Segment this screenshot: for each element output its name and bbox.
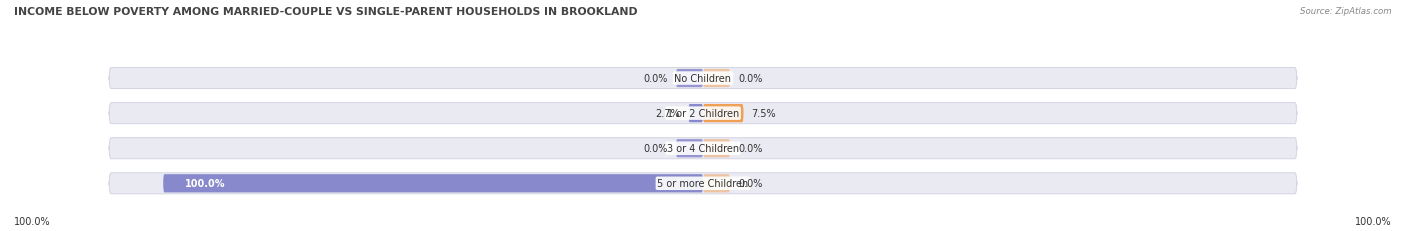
FancyBboxPatch shape — [703, 174, 730, 193]
Text: 0.0%: 0.0% — [738, 179, 762, 188]
FancyBboxPatch shape — [703, 70, 730, 88]
Text: 0.0%: 0.0% — [644, 74, 668, 84]
Text: 7.5%: 7.5% — [752, 109, 776, 119]
FancyBboxPatch shape — [110, 138, 1296, 159]
FancyBboxPatch shape — [110, 103, 1296, 124]
Text: 3 or 4 Children: 3 or 4 Children — [666, 144, 740, 154]
Text: 100.0%: 100.0% — [184, 179, 225, 188]
Text: 0.0%: 0.0% — [738, 144, 762, 154]
Text: 100.0%: 100.0% — [14, 216, 51, 226]
Text: INCOME BELOW POVERTY AMONG MARRIED-COUPLE VS SINGLE-PARENT HOUSEHOLDS IN BROOKLA: INCOME BELOW POVERTY AMONG MARRIED-COUPL… — [14, 7, 638, 17]
Text: No Children: No Children — [675, 74, 731, 84]
FancyBboxPatch shape — [110, 173, 1296, 194]
FancyBboxPatch shape — [703, 105, 744, 123]
Text: 0.0%: 0.0% — [644, 144, 668, 154]
FancyBboxPatch shape — [676, 140, 703, 158]
Text: 2.7%: 2.7% — [655, 109, 681, 119]
FancyBboxPatch shape — [163, 174, 703, 193]
Text: 5 or more Children: 5 or more Children — [658, 179, 748, 188]
Text: 1 or 2 Children: 1 or 2 Children — [666, 109, 740, 119]
FancyBboxPatch shape — [689, 105, 703, 123]
FancyBboxPatch shape — [110, 68, 1296, 89]
Text: 0.0%: 0.0% — [738, 74, 762, 84]
FancyBboxPatch shape — [676, 70, 703, 88]
Text: 100.0%: 100.0% — [1355, 216, 1392, 226]
FancyBboxPatch shape — [703, 140, 730, 158]
Text: Source: ZipAtlas.com: Source: ZipAtlas.com — [1301, 7, 1392, 16]
